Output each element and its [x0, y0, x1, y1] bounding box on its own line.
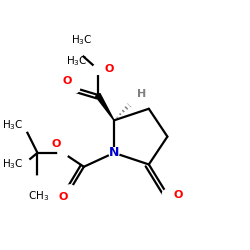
Text: $\mathregular{CH_3}$: $\mathregular{CH_3}$ — [28, 189, 49, 202]
Circle shape — [109, 148, 119, 158]
Circle shape — [58, 148, 68, 158]
Text: O: O — [58, 192, 68, 202]
Circle shape — [65, 185, 75, 195]
Text: $\mathregular{H_3C}$: $\mathregular{H_3C}$ — [2, 118, 24, 132]
Text: N: N — [109, 146, 119, 159]
Text: H: H — [137, 90, 146, 100]
Circle shape — [70, 44, 84, 58]
Polygon shape — [96, 94, 114, 120]
Text: $\mathregular{H_3C}$: $\mathregular{H_3C}$ — [2, 158, 24, 171]
Circle shape — [70, 83, 80, 93]
Circle shape — [30, 176, 44, 190]
Text: O: O — [52, 139, 61, 149]
Text: O: O — [63, 76, 72, 86]
Circle shape — [162, 190, 172, 200]
Circle shape — [16, 118, 30, 132]
Circle shape — [128, 98, 137, 106]
Text: O: O — [104, 64, 114, 74]
Circle shape — [16, 158, 30, 172]
Text: O: O — [173, 190, 182, 200]
Circle shape — [93, 64, 103, 74]
Text: $\mathregular{H_3C}$: $\mathregular{H_3C}$ — [66, 54, 88, 68]
Text: $\mathregular{H_3C}$: $\mathregular{H_3C}$ — [71, 34, 92, 47]
